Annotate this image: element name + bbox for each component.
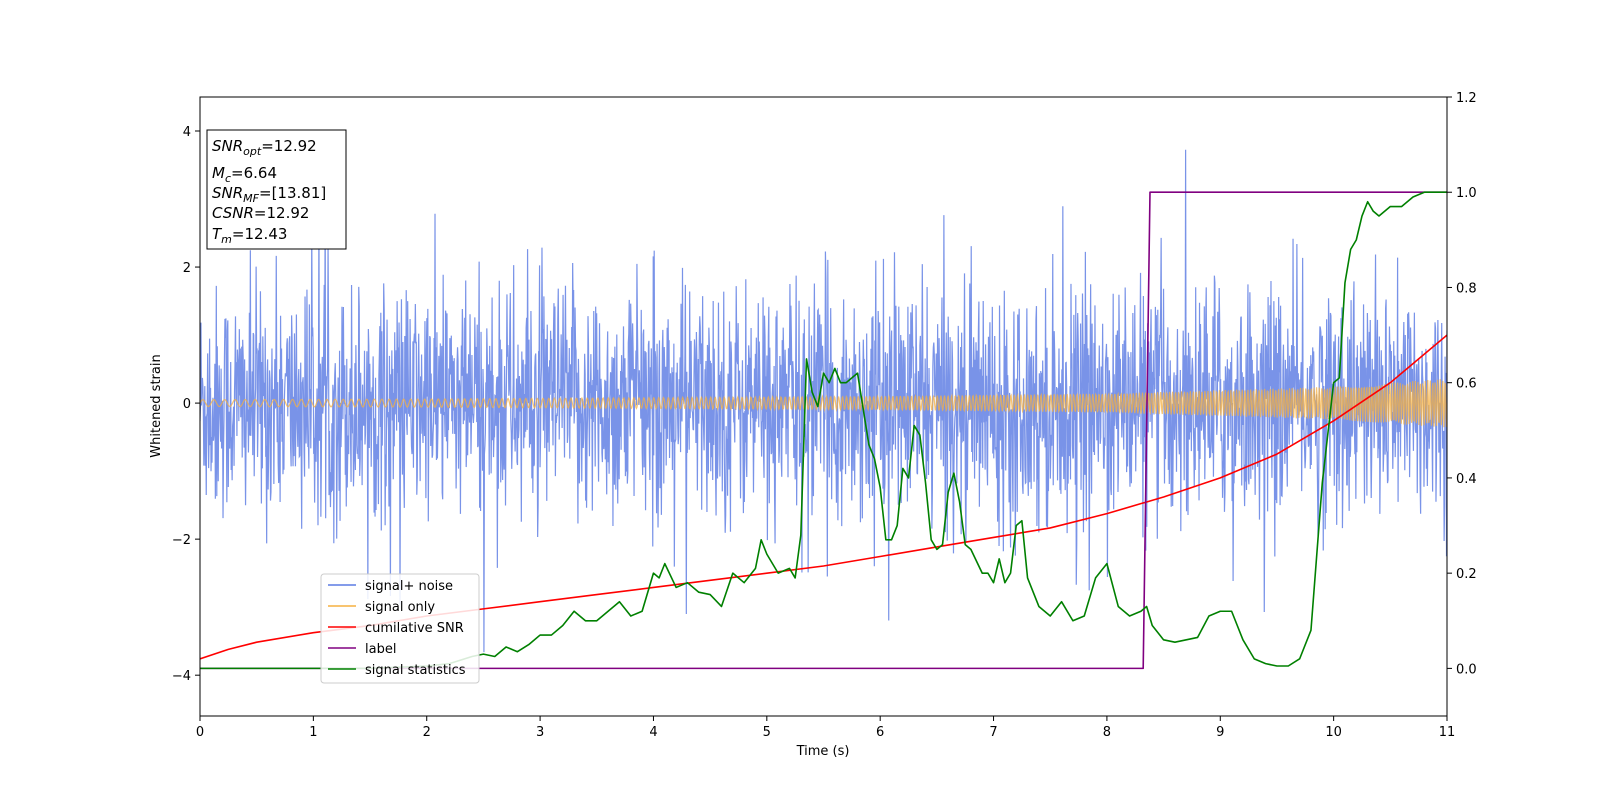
stat-tm: Tm=12.43 bbox=[212, 225, 287, 246]
legend: signal+ noise signal only cumilative SNR… bbox=[320, 573, 480, 684]
y-right-tick-label: 0.0 bbox=[1456, 662, 1477, 677]
series-signal-noise bbox=[200, 149, 1447, 653]
legend-label: label bbox=[365, 642, 396, 657]
y-right-tick-label: 0.4 bbox=[1456, 472, 1477, 487]
plot-frame bbox=[199, 96, 1448, 717]
y-right-tick-label: 1.2 bbox=[1456, 91, 1477, 106]
x-tick-label: 8 bbox=[1103, 725, 1111, 740]
stat-snr-mf: SNRMF=[13.81] bbox=[212, 184, 326, 205]
x-tick-label: 9 bbox=[1216, 725, 1224, 740]
y-right-tick-label: 1.0 bbox=[1456, 186, 1477, 201]
stat-mc: Mc=6.64 bbox=[212, 164, 277, 185]
stat-snr-opt: SNRopt=12.92 bbox=[212, 137, 317, 158]
x-tick-label: 3 bbox=[536, 725, 544, 740]
legend-label: cumilative SNR bbox=[365, 621, 464, 636]
legend-label: signal only bbox=[365, 600, 435, 615]
y-axis-right: 0.0 0.2 0.4 0.6 0.8 1.0 1.2 bbox=[1447, 91, 1477, 677]
stats-box: SNRopt=12.92 Mc=6.64 SNRMF=[13.81] CSNR=… bbox=[206, 129, 347, 250]
legend-item-signal-only: signal only bbox=[328, 600, 435, 615]
legend-item-cumulative-snr: cumilative SNR bbox=[328, 621, 464, 636]
legend-item-signal-noise: signal+ noise bbox=[328, 579, 453, 594]
y-left-tick-label: 0 bbox=[183, 397, 191, 412]
legend-label: signal+ noise bbox=[365, 579, 453, 594]
y-left-tick-label: −4 bbox=[172, 669, 191, 684]
y-left-tick-label: 4 bbox=[183, 125, 191, 140]
x-tick-label: 0 bbox=[196, 725, 204, 740]
series-signal-statistics bbox=[200, 191, 1447, 670]
series-signal-only bbox=[200, 379, 1447, 428]
legend-item-label: label bbox=[328, 642, 396, 657]
legend-frame bbox=[320, 573, 480, 684]
stat-csnr: CSNR=12.92 bbox=[212, 204, 309, 222]
y-right-tick-label: 0.8 bbox=[1456, 281, 1477, 296]
legend-item-signal-statistics: signal statistics bbox=[328, 663, 466, 678]
x-tick-label: 7 bbox=[989, 725, 997, 740]
x-tick-label: 1 bbox=[309, 725, 317, 740]
x-axis-label: Time (s) bbox=[796, 744, 850, 759]
y-axis-label: Whitened strain bbox=[149, 354, 164, 457]
series-label bbox=[200, 191, 1447, 670]
x-tick-label: 6 bbox=[876, 725, 884, 740]
y-left-tick-label: −2 bbox=[172, 533, 191, 548]
y-left-tick-label: 2 bbox=[183, 261, 191, 276]
x-tick-label: 11 bbox=[1439, 725, 1456, 740]
stats-box-frame bbox=[206, 129, 347, 250]
x-tick-label: 4 bbox=[649, 725, 657, 740]
legend-label: signal statistics bbox=[365, 663, 466, 678]
y-right-tick-label: 0.6 bbox=[1456, 377, 1477, 392]
y-right-tick-label: 0.2 bbox=[1456, 567, 1477, 582]
x-tick-label: 2 bbox=[423, 725, 431, 740]
x-tick-label: 10 bbox=[1325, 725, 1342, 740]
x-axis: 0 1 2 3 4 5 6 7 8 9 10 11 bbox=[196, 716, 1455, 740]
y-axis-left: −4 −2 0 2 4 bbox=[172, 125, 200, 684]
x-tick-label: 5 bbox=[763, 725, 771, 740]
